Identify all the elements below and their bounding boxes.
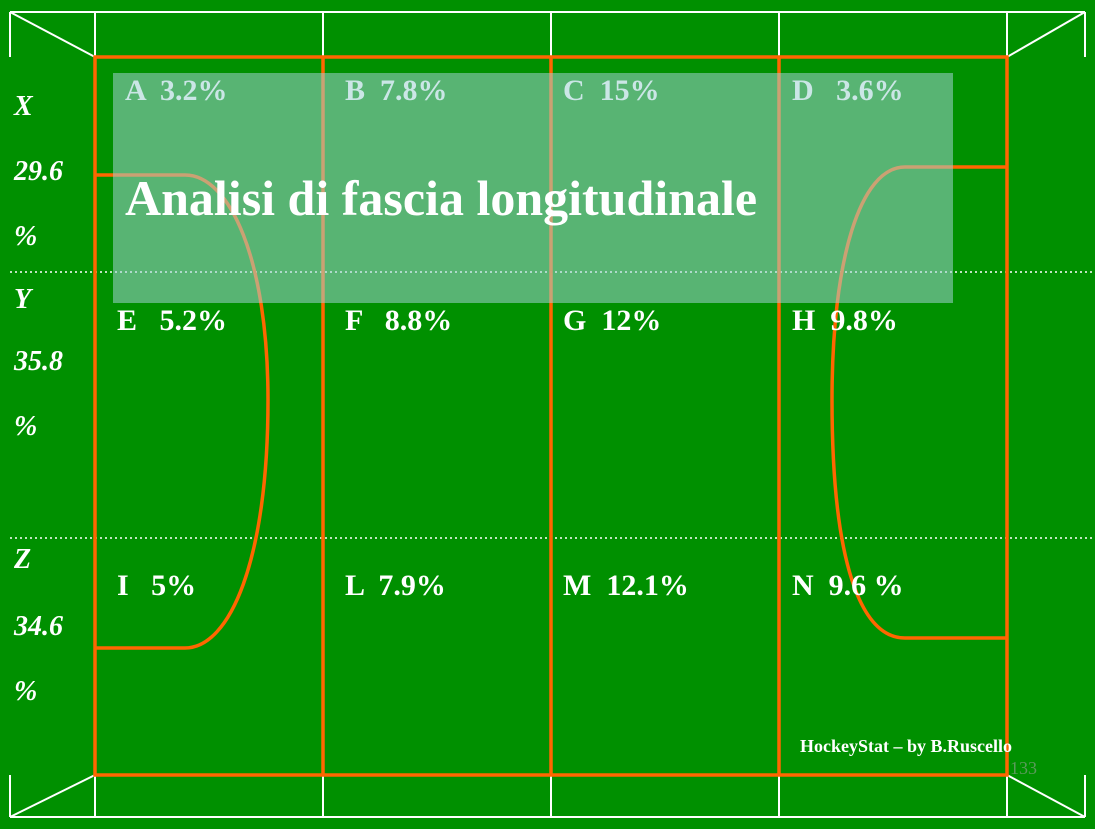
zone-label: F 8.8% [345,304,452,337]
zone-label: M 12.1% [563,569,689,602]
footer: HockeyStat – by B.Ruscello [800,736,1012,756]
zone-label: I 5% [117,569,196,602]
page-number: 133 [1010,758,1037,778]
zone-label: E 5.2% [117,304,227,337]
band-value: 35.8 [13,346,63,377]
corner [1006,11,1086,58]
band-letter: X [13,91,34,122]
title-overlay [113,73,953,303]
band-letter: Y [14,284,34,315]
band-value: 29.6 [13,156,63,187]
corner [9,11,96,58]
band-labels: X 29.6% Y 35.8% Z 34.6% [13,91,63,707]
band-unit: % [14,411,37,442]
corner [1006,774,1086,818]
band-value: 34.6 [13,611,63,642]
zone-label: G 12% [563,304,661,337]
zone-label: N 9.6 % [792,569,904,602]
band-unit: % [14,676,37,707]
band-unit: % [14,221,37,252]
band-letter: Z [13,544,31,575]
zone-label: H 9.8% [792,304,898,337]
zone-label: L 7.9% [345,569,446,602]
title: Analisi di fascia longitudinale [125,170,757,226]
corner [9,774,96,818]
